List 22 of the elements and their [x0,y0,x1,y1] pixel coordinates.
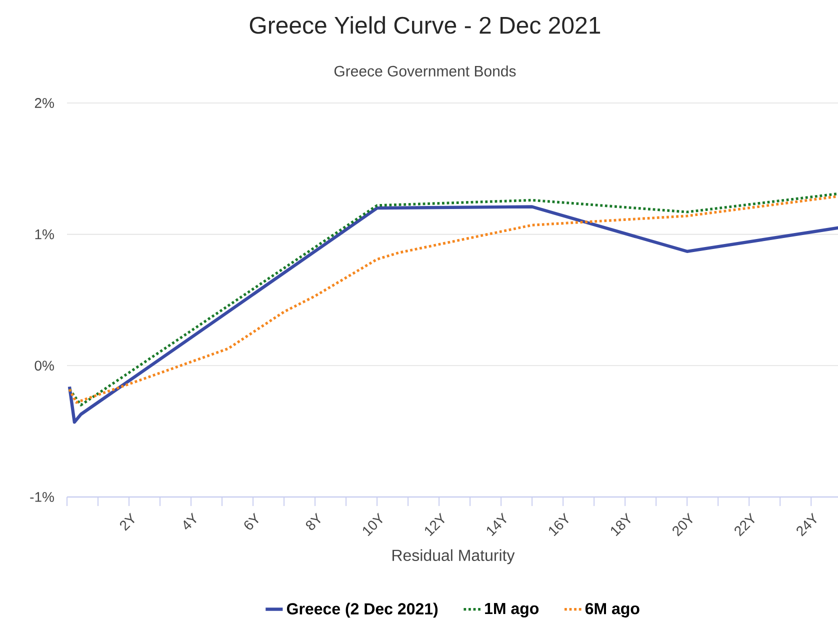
x-axis-title: Residual Maturity [392,549,515,564]
chart-title: Greece Yield Curve - 2 Dec 2021 [250,16,600,34]
x-tick-label: 20Y [672,512,693,536]
x-tick-label: 8Y [306,512,321,530]
y-tick-label: 1% [35,229,54,240]
x-tick-label: 16Y [549,512,569,536]
legend-label: 1M ago [485,603,539,618]
y-tick-label: -1% [30,492,54,502]
x-tick-label: 14Y [486,512,506,536]
y-tick-label: 0% [34,360,54,371]
y-tick-label: 2% [34,98,54,108]
x-tick-label: 22Y [734,512,755,536]
chart-subtitle: Greece Government Bonds [334,65,516,76]
x-tick-label: 12Y [425,512,445,536]
x-tick-label: 2Y [120,512,134,531]
legend-label: 6M ago [585,602,640,618]
x-tick-label: 4Y [184,512,196,530]
x-tick-label: 6Y [244,512,259,530]
x-tick-label: 18Y [611,512,631,536]
x-tick-label: 10Y [363,512,383,536]
x-tick-label: 24Y [796,512,817,536]
legend-label: Greece (2 Dec 2021) [286,602,438,618]
